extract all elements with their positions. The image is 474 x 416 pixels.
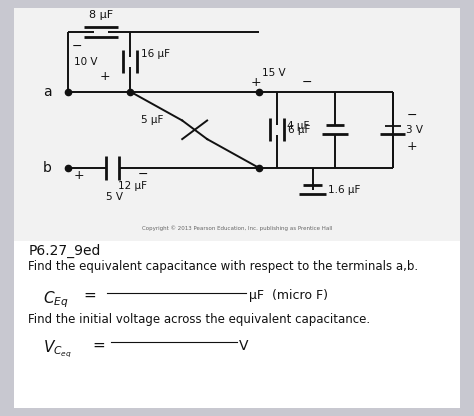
- Text: Copyright © 2013 Pearson Education, Inc. publishing as Prentice Hall: Copyright © 2013 Pearson Education, Inc.…: [142, 225, 332, 231]
- Text: +: +: [73, 169, 84, 182]
- Text: +: +: [251, 76, 262, 89]
- Text: 12 μF: 12 μF: [118, 181, 146, 191]
- Text: $V_{C_{eq}}$: $V_{C_{eq}}$: [43, 339, 72, 360]
- Text: 10 V: 10 V: [74, 57, 98, 67]
- Text: V: V: [239, 339, 249, 353]
- Text: 6 μF: 6 μF: [288, 125, 310, 135]
- Text: $C_{Eq}$: $C_{Eq}$: [43, 289, 68, 310]
- Text: −: −: [406, 109, 417, 122]
- Text: μF  (micro F): μF (micro F): [249, 289, 328, 302]
- Text: 5 μF: 5 μF: [141, 115, 164, 125]
- Text: 15 V: 15 V: [262, 68, 285, 78]
- Text: −: −: [138, 168, 149, 181]
- Text: =: =: [92, 338, 105, 353]
- Text: b: b: [43, 161, 52, 175]
- Text: a: a: [44, 84, 52, 99]
- Text: +: +: [406, 140, 417, 153]
- Text: 16 μF: 16 μF: [141, 49, 170, 59]
- Text: 3 V: 3 V: [406, 125, 423, 135]
- Text: 1.6 μF: 1.6 μF: [328, 185, 361, 195]
- Text: 4 μF: 4 μF: [287, 121, 309, 131]
- Text: =: =: [83, 288, 96, 303]
- Text: 5 V: 5 V: [106, 192, 123, 202]
- Text: −: −: [71, 40, 82, 53]
- Text: 8 μF: 8 μF: [89, 10, 113, 20]
- Text: Find the initial voltage across the equivalent capacitance.: Find the initial voltage across the equi…: [28, 313, 371, 326]
- Text: −: −: [302, 76, 312, 89]
- Text: P6.27_9ed: P6.27_9ed: [28, 243, 101, 258]
- Text: Find the equivalent capacitance with respect to the terminals a,b.: Find the equivalent capacitance with res…: [28, 260, 419, 273]
- Text: +: +: [100, 70, 110, 83]
